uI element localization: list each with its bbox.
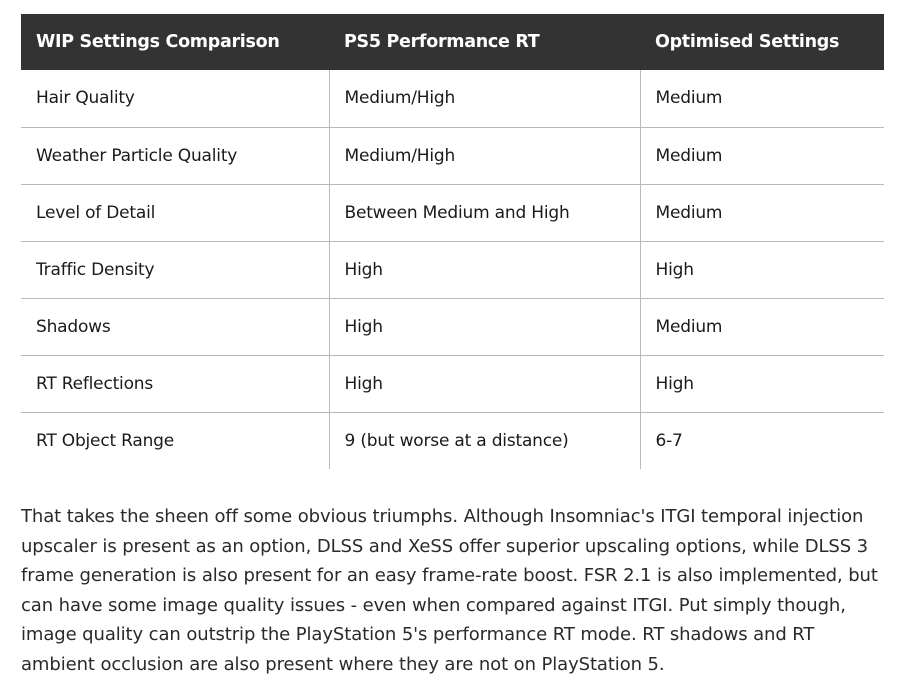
setting-name: Level of Detail — [21, 184, 329, 242]
optimised-value: Medium — [639, 298, 884, 356]
setting-name: Shadows — [21, 298, 329, 356]
setting-name: RT Reflections — [21, 355, 329, 413]
optimised-value: Medium — [639, 127, 884, 185]
table-header-row: WIP Settings Comparison PS5 Performance … — [21, 14, 884, 70]
settings-comparison-table: WIP Settings Comparison PS5 Performance … — [21, 14, 884, 469]
optimised-value: Medium — [639, 184, 884, 242]
ps5-value: 9 (but worse at a distance) — [328, 412, 640, 469]
setting-name: RT Object Range — [36, 430, 175, 451]
optimised-value: High — [639, 355, 884, 413]
table-row: Traffic Density High High — [21, 241, 884, 299]
table-row: RT Reflections High High — [21, 355, 884, 413]
table-row: Level of Detail Between Medium and High … — [21, 184, 884, 242]
ps5-value: High — [328, 355, 640, 413]
optimised-value: 6-7 — [639, 412, 884, 469]
ps5-value: Medium/High — [328, 127, 640, 185]
article-paragraph: That takes the sheen off some obvious tr… — [21, 506, 878, 675]
optimised-value: High — [639, 241, 884, 299]
setting-name: Traffic Density — [21, 241, 329, 299]
table-row: RT Object Range 9 (but worse at a distan… — [21, 412, 884, 469]
header-optimised-settings: Optimised Settings — [640, 14, 884, 70]
table-row: Shadows High Medium — [21, 298, 884, 356]
ps5-value: Between Medium and High — [328, 184, 640, 242]
table-row: Weather Particle Quality Medium/High Med… — [21, 127, 884, 185]
header-ps5-performance-rt: PS5 Performance RT — [329, 14, 640, 70]
optimised-value: Medium — [639, 70, 884, 128]
header-wip-settings: WIP Settings Comparison — [21, 14, 329, 70]
ps5-value: High — [328, 298, 640, 356]
ps5-value: High — [328, 241, 640, 299]
ps5-value: Medium/High — [328, 70, 640, 128]
table-row: Hair Quality Medium/High Medium — [21, 70, 884, 128]
setting-name: Weather Particle Quality — [21, 127, 329, 185]
setting-name: Hair Quality — [21, 70, 329, 128]
